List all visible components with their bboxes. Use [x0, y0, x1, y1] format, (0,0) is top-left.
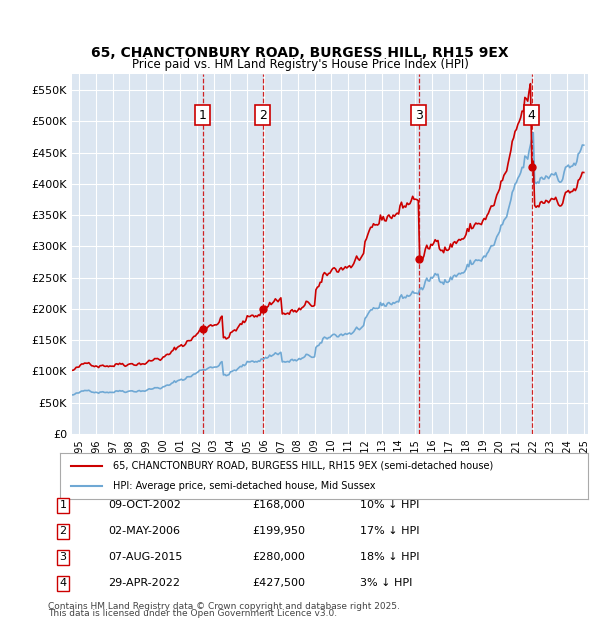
Text: 2: 2	[59, 526, 67, 536]
Text: 07-AUG-2015: 07-AUG-2015	[108, 552, 182, 562]
Text: £168,000: £168,000	[252, 500, 305, 510]
Text: 29-APR-2022: 29-APR-2022	[108, 578, 180, 588]
Text: 65, CHANCTONBURY ROAD, BURGESS HILL, RH15 9EX (semi-detached house): 65, CHANCTONBURY ROAD, BURGESS HILL, RH1…	[113, 461, 493, 471]
Text: £280,000: £280,000	[252, 552, 305, 562]
Text: 18% ↓ HPI: 18% ↓ HPI	[360, 552, 419, 562]
Text: 10% ↓ HPI: 10% ↓ HPI	[360, 500, 419, 510]
Text: 4: 4	[59, 578, 67, 588]
Text: 3: 3	[415, 108, 422, 122]
Text: 2: 2	[259, 108, 266, 122]
Text: 4: 4	[528, 108, 536, 122]
Text: Contains HM Land Registry data © Crown copyright and database right 2025.: Contains HM Land Registry data © Crown c…	[48, 602, 400, 611]
Text: 3: 3	[59, 552, 67, 562]
Text: 02-MAY-2006: 02-MAY-2006	[108, 526, 180, 536]
Text: 09-OCT-2002: 09-OCT-2002	[108, 500, 181, 510]
Text: Price paid vs. HM Land Registry's House Price Index (HPI): Price paid vs. HM Land Registry's House …	[131, 58, 469, 71]
Text: This data is licensed under the Open Government Licence v3.0.: This data is licensed under the Open Gov…	[48, 609, 337, 618]
Text: 17% ↓ HPI: 17% ↓ HPI	[360, 526, 419, 536]
Text: 65, CHANCTONBURY ROAD, BURGESS HILL, RH15 9EX: 65, CHANCTONBURY ROAD, BURGESS HILL, RH1…	[91, 46, 509, 60]
Text: 1: 1	[59, 500, 67, 510]
Text: £199,950: £199,950	[252, 526, 305, 536]
Text: 3% ↓ HPI: 3% ↓ HPI	[360, 578, 412, 588]
Text: £427,500: £427,500	[252, 578, 305, 588]
Text: 1: 1	[199, 108, 206, 122]
Text: HPI: Average price, semi-detached house, Mid Sussex: HPI: Average price, semi-detached house,…	[113, 481, 376, 491]
